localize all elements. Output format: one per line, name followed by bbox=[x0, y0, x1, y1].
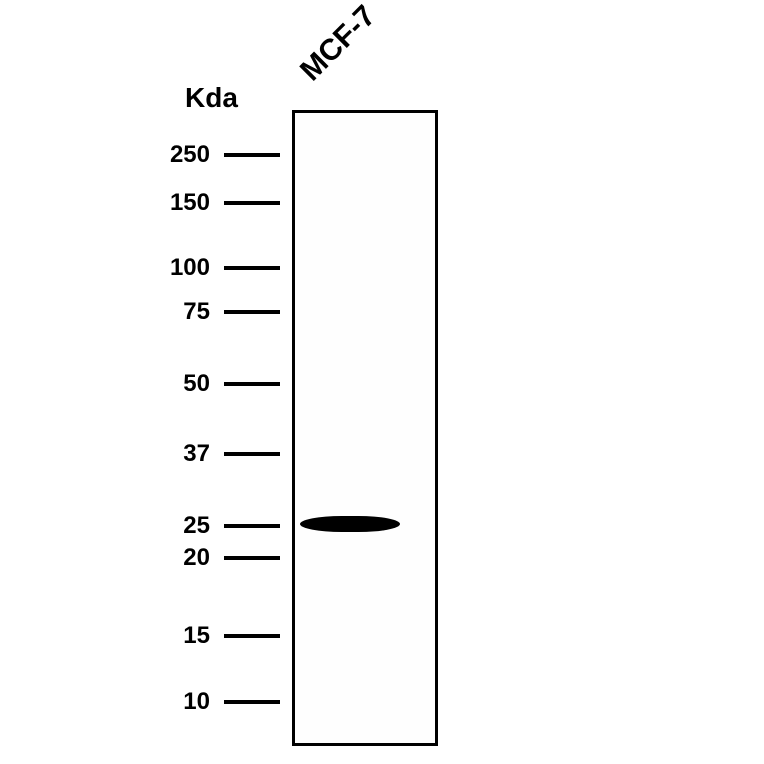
marker-tick bbox=[224, 266, 280, 270]
marker-tick bbox=[224, 634, 280, 638]
marker-label: 75 bbox=[183, 298, 210, 326]
lane-label: MCF-7 bbox=[294, 0, 383, 88]
marker-tick bbox=[224, 524, 280, 528]
marker-tick bbox=[224, 201, 280, 205]
marker-label: 10 bbox=[183, 688, 210, 716]
marker-label: 15 bbox=[183, 622, 210, 650]
marker-label: 50 bbox=[183, 370, 210, 398]
marker-tick bbox=[224, 556, 280, 560]
western-blot-figure: Kda MCF-7 250 150 100 75 50 37 25 20 15 10 bbox=[0, 0, 764, 764]
marker-tick bbox=[224, 382, 280, 386]
marker-label: 37 bbox=[183, 440, 210, 468]
marker-label: 150 bbox=[170, 189, 210, 217]
marker-label: 100 bbox=[170, 254, 210, 282]
marker-tick bbox=[224, 310, 280, 314]
marker-label: 250 bbox=[170, 141, 210, 169]
marker-label: 20 bbox=[183, 544, 210, 572]
marker-tick bbox=[224, 700, 280, 704]
marker-label: 25 bbox=[183, 512, 210, 540]
axis-unit-label: Kda bbox=[185, 82, 238, 114]
marker-tick bbox=[224, 153, 280, 157]
lane-box bbox=[292, 110, 438, 746]
protein-band bbox=[300, 516, 400, 532]
marker-tick bbox=[224, 452, 280, 456]
